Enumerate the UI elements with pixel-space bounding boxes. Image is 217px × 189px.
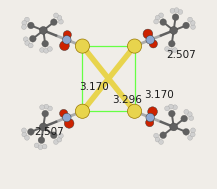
Circle shape	[149, 40, 158, 48]
Circle shape	[146, 36, 155, 44]
Circle shape	[25, 17, 29, 22]
Circle shape	[188, 17, 192, 22]
Circle shape	[155, 137, 160, 142]
Circle shape	[143, 29, 153, 39]
Circle shape	[42, 40, 49, 47]
Text: 3.170: 3.170	[144, 90, 174, 99]
Circle shape	[30, 35, 36, 42]
Circle shape	[44, 48, 49, 53]
Circle shape	[21, 128, 26, 133]
Circle shape	[28, 43, 33, 48]
Circle shape	[75, 39, 89, 53]
Circle shape	[23, 37, 28, 42]
Circle shape	[155, 15, 160, 20]
Circle shape	[189, 116, 194, 121]
Circle shape	[57, 15, 62, 20]
Circle shape	[21, 25, 26, 29]
Circle shape	[183, 129, 189, 135]
Circle shape	[38, 145, 43, 150]
Circle shape	[59, 19, 63, 24]
Text: 3.296: 3.296	[112, 95, 142, 105]
Circle shape	[160, 19, 166, 26]
Circle shape	[42, 110, 49, 117]
Circle shape	[22, 20, 27, 25]
Circle shape	[159, 139, 163, 144]
Circle shape	[28, 22, 34, 29]
Circle shape	[168, 110, 175, 117]
Circle shape	[40, 48, 44, 53]
Circle shape	[42, 144, 47, 149]
Circle shape	[191, 25, 196, 29]
Circle shape	[128, 104, 142, 118]
Circle shape	[170, 8, 175, 13]
Circle shape	[168, 48, 173, 53]
Circle shape	[188, 135, 192, 140]
Text: 3.170: 3.170	[79, 82, 108, 92]
Circle shape	[128, 39, 142, 53]
Circle shape	[25, 135, 29, 140]
Circle shape	[181, 115, 187, 122]
Circle shape	[63, 31, 71, 39]
Circle shape	[159, 13, 163, 18]
Circle shape	[59, 109, 68, 118]
Circle shape	[173, 105, 177, 110]
Circle shape	[190, 20, 195, 25]
Circle shape	[160, 132, 166, 139]
Circle shape	[57, 137, 62, 142]
Circle shape	[54, 13, 58, 18]
Circle shape	[178, 9, 183, 14]
Circle shape	[165, 106, 169, 111]
Circle shape	[154, 19, 159, 24]
Circle shape	[183, 22, 189, 29]
Circle shape	[48, 46, 52, 51]
Circle shape	[168, 104, 173, 109]
Circle shape	[38, 137, 45, 143]
Circle shape	[39, 123, 47, 131]
Circle shape	[146, 113, 155, 122]
Circle shape	[64, 119, 74, 128]
Circle shape	[190, 132, 195, 137]
Circle shape	[170, 123, 178, 131]
Circle shape	[39, 26, 47, 34]
Circle shape	[154, 133, 158, 138]
Circle shape	[191, 128, 196, 133]
Circle shape	[62, 113, 71, 122]
Circle shape	[148, 107, 157, 116]
Circle shape	[168, 40, 175, 47]
Circle shape	[25, 41, 30, 46]
Circle shape	[40, 105, 44, 110]
Circle shape	[44, 104, 49, 109]
Circle shape	[75, 104, 89, 118]
Circle shape	[164, 46, 169, 51]
Circle shape	[174, 8, 179, 13]
Text: 2.507: 2.507	[166, 50, 196, 60]
Circle shape	[58, 133, 63, 138]
Circle shape	[172, 14, 179, 21]
Circle shape	[28, 129, 34, 135]
Circle shape	[51, 19, 57, 26]
Circle shape	[48, 106, 53, 111]
Circle shape	[170, 26, 178, 34]
Text: 2.507: 2.507	[34, 127, 64, 137]
Circle shape	[34, 143, 39, 148]
Circle shape	[62, 36, 71, 44]
Circle shape	[146, 119, 154, 127]
Circle shape	[173, 48, 177, 53]
Circle shape	[184, 109, 189, 114]
Circle shape	[60, 41, 69, 50]
Circle shape	[54, 140, 58, 144]
Circle shape	[22, 132, 27, 137]
Circle shape	[51, 132, 57, 139]
Circle shape	[187, 112, 192, 117]
